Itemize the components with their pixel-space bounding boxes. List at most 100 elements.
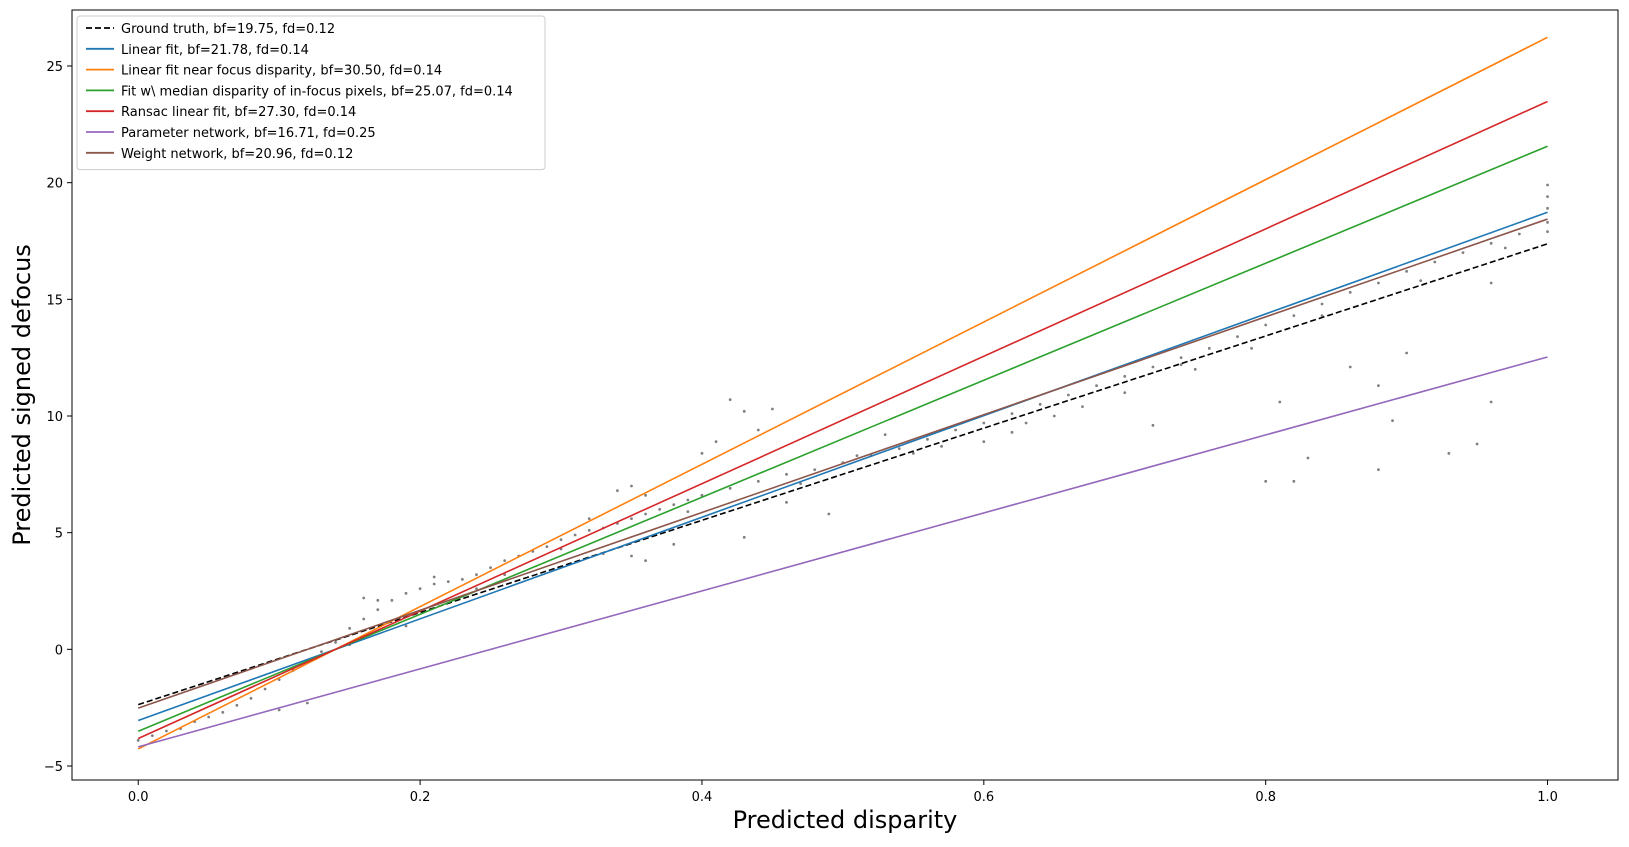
scatter-point [503, 559, 507, 563]
scatter-point [1306, 456, 1310, 460]
legend-label: Ground truth, bf=19.75, fd=0.12 [121, 22, 335, 37]
scatter-point [235, 703, 239, 707]
y-tick-label: 10 [46, 410, 63, 425]
scatter-point [728, 398, 732, 402]
scatter-point [1264, 323, 1268, 327]
scatter-point [1348, 290, 1352, 294]
scatter-point [615, 489, 619, 493]
scatter-point [954, 428, 958, 432]
scatter-point [1292, 314, 1296, 318]
scatter-point [785, 472, 788, 476]
scatter-point [644, 512, 647, 516]
scatter-point [404, 591, 408, 595]
scatter-point [376, 598, 380, 602]
scatter-point [1377, 384, 1380, 388]
scatter-point [1489, 241, 1493, 245]
scatter-point [1193, 367, 1197, 371]
scatter-point [587, 528, 591, 532]
scatter-point [897, 447, 901, 451]
scatter-point [1405, 351, 1409, 355]
scatter-point [1348, 365, 1352, 369]
scatter-point [1038, 402, 1042, 406]
scatter-point [700, 493, 704, 497]
scatter-point [1546, 206, 1549, 210]
scatter-point [644, 493, 647, 497]
x-tick-label: 0.0 [128, 790, 149, 805]
scatter-point [207, 715, 211, 719]
scatter-point [982, 421, 986, 425]
series-line-5 [138, 356, 1548, 748]
scatter-point [827, 512, 831, 516]
scatter-point [1447, 451, 1451, 455]
legend-label: Parameter network, bf=16.71, fd=0.25 [121, 126, 376, 141]
scatter-point [1123, 391, 1127, 395]
scatter-point [334, 640, 337, 644]
scatter-point [672, 503, 676, 507]
legend-label: Linear fit near focus disparity, bf=30.5… [121, 64, 442, 79]
scatter-point [348, 626, 352, 630]
scatter-point [1546, 195, 1549, 199]
scatter-point [221, 710, 225, 714]
scatter-point [630, 484, 633, 488]
series-line-4 [137, 100, 1548, 740]
series-line-3 [137, 145, 1548, 732]
scatter-point [1377, 281, 1380, 285]
series-line-6 [137, 218, 1548, 709]
scatter-point [1377, 468, 1380, 472]
series-line-2 [137, 36, 1548, 750]
scatter-point [799, 482, 803, 486]
y-tick-label: 0 [55, 643, 63, 658]
scatter-point [1546, 230, 1549, 234]
scatter-point [432, 582, 436, 586]
scatter-point [489, 566, 492, 570]
scatter-point [1179, 356, 1183, 360]
scatter-point [771, 407, 774, 411]
x-tick-label: 1.0 [1537, 790, 1558, 805]
series-line-1 [137, 211, 1548, 722]
scatter-point [432, 575, 436, 579]
scatter-point [742, 535, 746, 539]
scatter-point [940, 444, 943, 448]
scatter-point [1207, 346, 1211, 350]
scatter-point [559, 538, 563, 542]
legend: Ground truth, bf=19.75, fd=0.12 Linear fi… [76, 15, 546, 171]
y-tick-label: −5 [44, 760, 63, 775]
scatter-point [545, 545, 549, 549]
scatter-point [1489, 400, 1493, 404]
scatter-point [1081, 405, 1084, 409]
scatter-point [1264, 479, 1268, 483]
scatter-point [883, 433, 887, 437]
scatter-point [263, 687, 267, 691]
y-axis-ticks: −5 0 5 10 15 20 25 [44, 60, 72, 775]
scatter-point [1024, 421, 1028, 425]
scatter-point [1461, 251, 1465, 255]
scatter-point [1095, 384, 1098, 388]
x-axis-label: Predicted disparity [733, 806, 958, 834]
scatter-point [1278, 400, 1282, 404]
scatter-point [390, 598, 394, 602]
scatter-point [813, 468, 817, 472]
scatter-point [1405, 269, 1409, 273]
scatter-point [475, 573, 478, 577]
scatter-point [1475, 442, 1479, 446]
scatter-point [165, 729, 168, 733]
scatter-point [573, 533, 577, 537]
scatter-point [728, 486, 732, 490]
scatter-point [460, 577, 464, 581]
scatter-point [1250, 346, 1253, 350]
scatter-point [249, 696, 253, 700]
scatter-point [982, 440, 986, 444]
scatter-point [362, 617, 366, 621]
scatter-point [277, 708, 281, 712]
scatter-point [1546, 220, 1549, 224]
scatter-point [686, 498, 690, 502]
legend-label: Fit w\ median disparity of in-focus pixe… [121, 84, 513, 99]
legend-box [76, 15, 546, 171]
y-tick-label: 25 [46, 60, 63, 75]
y-axis-label: Predicted signed defocus [8, 244, 36, 546]
scatter-point [658, 507, 662, 511]
scatter-point [1010, 430, 1014, 434]
x-tick-label: 0.4 [692, 790, 713, 805]
scatter-point [1546, 183, 1549, 187]
